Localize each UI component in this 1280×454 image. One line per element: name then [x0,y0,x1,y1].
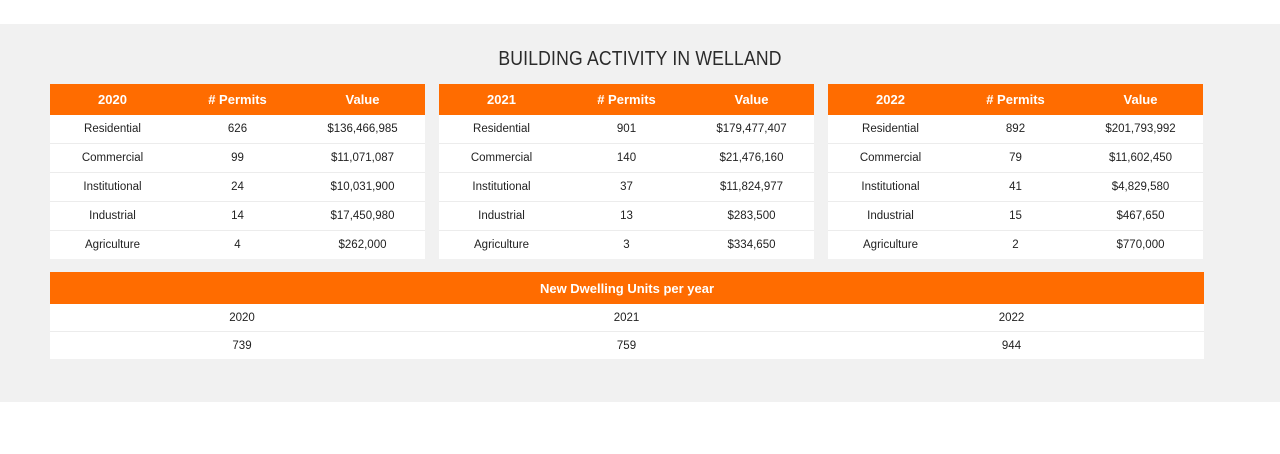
table-row: Commercial 99 $11,071,087 [50,143,425,173]
permits-header: # Permits [564,84,689,115]
value-cell: $21,476,160 [689,143,814,173]
value-cell: $136,466,985 [300,115,425,144]
permits-cell: 3 [623,239,630,251]
table-row: Institutional 41 $4,829,580 [828,172,1203,202]
permits-header: # Permits [953,84,1078,115]
category-cell: Institutional [439,172,564,202]
permits-cell: 15 [953,201,1078,231]
dwelling-units-cell: 759 [616,339,637,352]
value-cell: $4,829,580 [1078,172,1203,202]
table-header-row: New Dwelling Units per year [50,272,1205,304]
permits-cell: 140 [564,143,689,173]
dwelling-units-table: New Dwelling Units per year 2020 2021 20… [50,272,1205,360]
category-cell: Commercial [50,143,175,173]
value-cell: $262,000 [338,239,387,251]
category-cell: Residential [50,115,175,144]
category-cell: Agriculture [474,239,529,251]
value-header: Value [1078,84,1203,115]
permits-cell: 626 [175,115,300,144]
dwelling-year-cell: 2021 [434,304,819,332]
permits-cell: 4 [234,239,241,251]
category-cell: Residential [439,115,564,144]
category-cell: Institutional [828,172,953,202]
table-row: Residential 626 $136,466,985 [50,115,425,144]
table-row: Agriculture 2 $770,000 [828,231,1203,260]
category-cell: Commercial [828,143,953,173]
category-cell: Industrial [439,201,564,231]
permits-cell: 41 [953,172,1078,202]
page-title: BUILDING ACTIVITY IN WELLAND [498,48,782,70]
year-header: 2022 [828,84,953,115]
permits-cell: 2 [1012,239,1019,251]
category-cell: Residential [828,115,953,144]
table-row: Agriculture 3 $334,650 [439,231,814,260]
year-header: 2021 [439,84,564,115]
value-cell: $11,071,087 [300,143,425,173]
permits-cell: 14 [175,201,300,231]
value-header: Value [300,84,425,115]
permits-table-2020: 2020 # Permits Value Residential 626 $13… [50,84,425,259]
table-header-row: 2022 # Permits Value [828,84,1203,115]
table-header-row: 2020 # Permits Value [50,84,425,115]
permits-table-2021: 2021 # Permits Value Residential 901 $17… [439,84,814,259]
value-cell: $11,824,977 [689,172,814,202]
dwelling-year-cell: 2020 [50,304,434,332]
value-cell: $283,500 [689,201,814,231]
table-row: Commercial 140 $21,476,160 [439,143,814,173]
table-row: Commercial 79 $11,602,450 [828,143,1203,173]
dwelling-units-cell: 944 [1001,339,1022,352]
table-row: Institutional 37 $11,824,977 [439,172,814,202]
value-cell: $179,477,407 [689,115,814,144]
value-cell: $334,650 [727,239,776,251]
value-header: Value [689,84,814,115]
permits-cell: 892 [953,115,1078,144]
table-row: Institutional 24 $10,031,900 [50,172,425,202]
permits-cell: 99 [175,143,300,173]
value-cell: $770,000 [1116,239,1165,251]
table-row: 2020 2021 2022 [50,304,1205,332]
year-header: 2020 [50,84,175,115]
category-cell: Agriculture [863,239,918,251]
category-cell: Commercial [439,143,564,173]
permits-table-2022: 2022 # Permits Value Residential 892 $20… [828,84,1203,259]
table-row: Agriculture 4 $262,000 [50,231,425,260]
category-cell: Industrial [828,201,953,231]
value-cell: $10,031,900 [300,172,425,202]
value-cell: $11,602,450 [1078,143,1203,173]
table-row: Industrial 14 $17,450,980 [50,201,425,231]
dwelling-units-cell: 739 [232,339,252,352]
table-row: Residential 892 $201,793,992 [828,115,1203,144]
permits-cell: 901 [564,115,689,144]
permits-header: # Permits [175,84,300,115]
category-cell: Institutional [50,172,175,202]
dwelling-units-header: New Dwelling Units per year [50,272,1205,304]
category-cell: Agriculture [85,239,140,251]
permits-cell: 24 [175,172,300,202]
permits-cell: 13 [564,201,689,231]
permits-cell: 79 [953,143,1078,173]
value-cell: $467,650 [1078,201,1203,231]
table-row: Residential 901 $179,477,407 [439,115,814,144]
value-cell: $201,793,992 [1078,115,1203,144]
category-cell: Industrial [50,201,175,231]
table-row: Industrial 15 $467,650 [828,201,1203,231]
value-cell: $17,450,980 [300,201,425,231]
table-header-row: 2021 # Permits Value [439,84,814,115]
table-row: Industrial 13 $283,500 [439,201,814,231]
dwelling-year-cell: 2022 [819,304,1205,332]
permits-cell: 37 [564,172,689,202]
table-row: 739 759 944 [50,332,1204,360]
